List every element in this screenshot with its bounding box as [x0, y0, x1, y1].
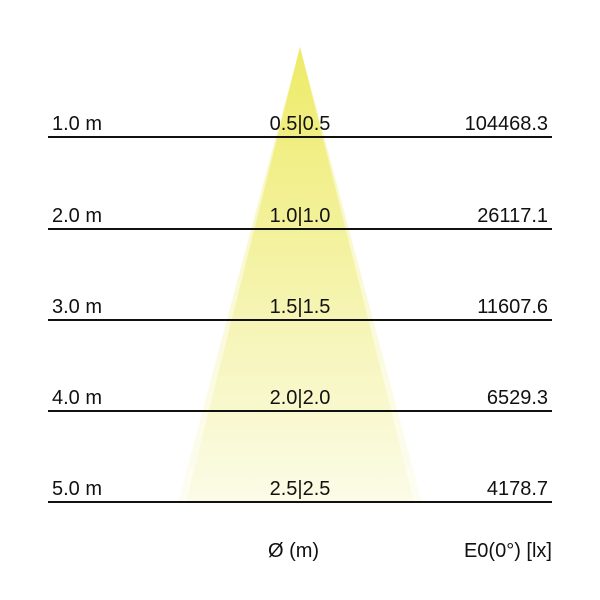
illuminance-value: 104468.3 [464, 113, 548, 135]
distance-row: 1.0 m 0.5|0.5 104468.3 [48, 112, 552, 138]
distance-label: 4.0 m [52, 387, 103, 409]
illuminance-value: 11607.6 [477, 296, 548, 318]
beam-diameter: 2.0|2.0 [269, 387, 331, 409]
distance-row: 2.0 m 1.0|1.0 26117.1 [48, 204, 552, 230]
distance-label: 3.0 m [52, 296, 103, 318]
beam-diameter: 1.0|1.0 [269, 205, 331, 227]
illuminance-value: 26117.1 [477, 205, 548, 227]
illuminance-value: 4178.7 [486, 478, 548, 500]
distance-line [48, 319, 552, 321]
beam-diameter: 1.5|1.5 [269, 296, 331, 318]
distance-label: 1.0 m [52, 113, 103, 135]
diameter-axis-label: Ø (m) [268, 540, 320, 562]
distance-line [48, 136, 552, 138]
distance-label: 2.0 m [52, 205, 103, 227]
beam-diameter: 0.5|0.5 [269, 113, 331, 135]
distance-label: 5.0 m [52, 478, 103, 500]
illuminance-value: 6529.3 [486, 387, 548, 409]
distance-row: 5.0 m 2.5|2.5 4178.7 [48, 477, 552, 503]
distance-line [48, 228, 552, 230]
distance-row: 3.0 m 1.5|1.5 11607.6 [48, 295, 552, 321]
distance-row: 4.0 m 2.0|2.0 6529.3 [48, 386, 552, 412]
illuminance-axis-label: E0(0°) [lx] [463, 540, 552, 562]
distance-line [48, 501, 552, 503]
beam-inner [186, 47, 414, 502]
beam-diameter: 2.5|2.5 [269, 478, 331, 500]
distance-line [48, 410, 552, 412]
